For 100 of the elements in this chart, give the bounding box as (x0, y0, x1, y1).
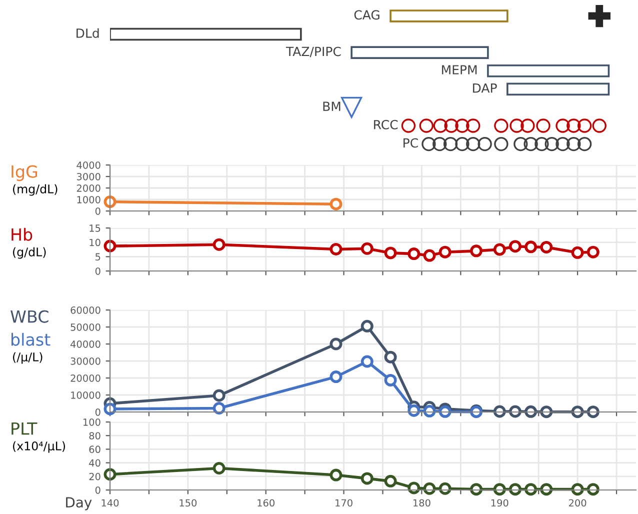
y-tick-label: 40 (89, 459, 100, 467)
point (384, 350, 397, 364)
y-tick-label: 0 (95, 486, 100, 494)
bar (506, 82, 610, 96)
category-label: DAP (473, 83, 497, 93)
point (360, 355, 374, 368)
y-tick-label: 100 (83, 418, 100, 426)
text: Hb (12, 228, 32, 241)
point (212, 462, 226, 474)
y-tick-label: 30000 (70, 357, 100, 365)
point (524, 405, 538, 418)
point (212, 402, 226, 415)
point (586, 406, 600, 418)
point (408, 248, 420, 260)
point (212, 238, 226, 251)
point (540, 240, 553, 254)
point (493, 483, 506, 496)
point (438, 482, 452, 495)
point (508, 483, 522, 496)
point (540, 406, 553, 418)
bar (390, 10, 508, 22)
category-label: RCC (374, 120, 398, 130)
point (571, 246, 584, 259)
point (524, 483, 538, 496)
point (360, 320, 374, 332)
point (423, 249, 436, 262)
x-tick-label: 140 (102, 499, 119, 507)
point (330, 242, 342, 256)
point (360, 242, 374, 255)
category-label: BM (323, 102, 340, 111)
bar (487, 64, 610, 78)
point (438, 246, 452, 258)
y-axis-title: (x10⁴/μL) (13, 441, 66, 453)
y-tick-label: 0 (95, 408, 100, 416)
y-tick-label: 40000 (70, 340, 100, 348)
point (493, 243, 506, 256)
text: WBC (10, 310, 48, 323)
y-tick-label: 50000 (70, 323, 100, 331)
point (104, 240, 116, 252)
y-tick-label: 4000 (76, 161, 100, 169)
y-tick-label: 1000 (77, 196, 100, 204)
y-tick-label: 3000 (76, 172, 100, 180)
x-tick-label: 150 (180, 499, 197, 507)
point (330, 370, 342, 384)
y-tick-label: 10000 (71, 391, 100, 399)
point (408, 404, 420, 417)
y-tick-label: 0 (95, 207, 100, 215)
y-tick-label: 60 (89, 446, 100, 454)
point (104, 402, 116, 416)
y-tick-label: 20000 (70, 374, 100, 382)
point (212, 389, 226, 402)
point (586, 246, 600, 258)
x-tick-label: 180 (413, 499, 430, 507)
point (104, 468, 116, 481)
category-label: PC (404, 138, 418, 148)
category-label: MEPM (442, 65, 477, 74)
x-axis-title: Day (66, 497, 92, 510)
text: PLT (12, 422, 38, 435)
point (571, 406, 584, 418)
y-tick-label: 60000 (70, 306, 100, 314)
point (423, 404, 436, 418)
y-tick-label: 15 (90, 224, 100, 232)
bar (110, 28, 302, 41)
x-tick-label: 160 (258, 499, 274, 507)
y-axis-title: (g/dL) (13, 247, 46, 259)
point (384, 374, 397, 386)
point (408, 482, 420, 494)
y-tick-label: 0 (95, 267, 100, 275)
category-label: TAZ/PIPC (286, 46, 341, 58)
point (571, 483, 584, 496)
bar (350, 46, 489, 59)
point (330, 468, 342, 482)
point (384, 246, 397, 260)
point (360, 472, 374, 485)
y-axis-title: (/μ/L) (13, 352, 42, 364)
text: blast (12, 332, 50, 346)
y-tick-label: 80 (89, 432, 100, 440)
point (330, 338, 342, 350)
y-axis-title: (mg/dL) (13, 184, 58, 196)
point (470, 244, 483, 258)
point (384, 474, 397, 488)
category-label: CAG (354, 10, 380, 20)
x-tick-label: 170 (336, 499, 352, 507)
point (540, 483, 553, 496)
point (508, 240, 522, 253)
y-tick-label: 2000 (76, 184, 100, 192)
point (438, 405, 452, 418)
x-tick-label: 200 (568, 499, 586, 507)
y-tick-label: 20 (89, 472, 100, 480)
point (493, 405, 506, 418)
y-tick-label: 5 (96, 253, 100, 260)
point (524, 240, 538, 254)
x-tick-label: 190 (491, 499, 508, 507)
point (508, 405, 522, 418)
point (423, 482, 436, 495)
y-tick-label: 10 (90, 238, 100, 246)
point (586, 483, 600, 496)
point (470, 483, 483, 496)
category-label: DLd (76, 28, 99, 38)
text: IgG (12, 165, 38, 182)
